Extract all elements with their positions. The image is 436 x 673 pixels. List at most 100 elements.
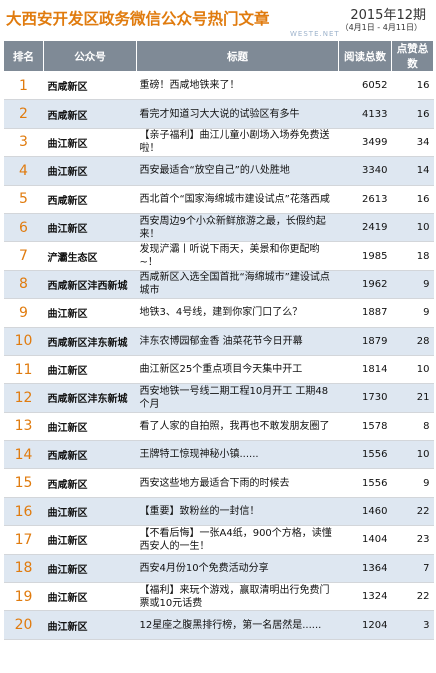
rank-cell: 10 — [3, 327, 44, 356]
table-row: 13 曲江新区 看了人家的自拍照，我再也不敢发朋友圈了 1578 8 — [3, 412, 434, 442]
reads-cell: 1460 — [338, 497, 392, 527]
rank-cell: 16 — [3, 497, 44, 527]
account-cell: 西咸新区 — [43, 71, 137, 101]
reads-cell: 1985 — [338, 241, 392, 271]
table-row: 10 西咸新区沣东新城 沣东农博园郁金香 油菜花节今日开幕 1879 28 — [3, 327, 434, 356]
table-row: 20 曲江新区 12星座之腹黑排行榜，第一名居然是...... 1204 3 — [3, 610, 434, 640]
table-row: 5 西咸新区 西北首个“国家海绵城市建设试点”花落西咸 2613 16 — [3, 185, 434, 214]
rank-cell: 15 — [3, 468, 44, 498]
account-cell: 西咸新区沣东新城 — [43, 327, 137, 356]
table-row: 15 西咸新区 西安这些地方最适合下雨的时候去 1556 9 — [3, 468, 434, 498]
rank-cell: 8 — [3, 270, 44, 300]
table-row: 19 曲江新区 【福利】来玩个游戏，赢取清明出行免费门票或10元话费 1324 22 — [3, 582, 434, 612]
likes-cell: 16 — [391, 71, 434, 101]
column-header-account: 公众号 — [43, 40, 137, 72]
table-header-row: 排名 公众号 标题 阅读总数 点赞总数 — [3, 40, 434, 72]
title-cell: 看了人家的自拍照，我再也不敢发朋友圈了 — [136, 412, 339, 442]
likes-cell: 22 — [391, 582, 434, 612]
account-cell: 西咸新区 — [43, 99, 137, 129]
reads-cell: 6052 — [338, 71, 392, 101]
reads-cell: 3499 — [338, 128, 392, 158]
account-cell: 西咸新区 — [43, 440, 137, 470]
likes-cell: 23 — [391, 525, 434, 555]
account-cell: 浐灞生态区 — [43, 241, 137, 271]
likes-cell: 16 — [391, 99, 434, 129]
reads-cell: 1556 — [338, 468, 392, 498]
rank-cell: 6 — [3, 213, 44, 243]
title-cell: 西咸新区入选全国首批“海绵城市”建设试点城市 — [136, 270, 339, 300]
account-cell: 曲江新区 — [43, 525, 137, 555]
reads-cell: 1814 — [338, 355, 392, 385]
table-row: 12 西咸新区沣东新城 西安地铁一号线二期工程10月开工 工期48个月 1730 21 — [3, 383, 434, 413]
likes-cell: 28 — [391, 327, 434, 356]
reads-cell: 1324 — [338, 582, 392, 612]
reads-cell: 1578 — [338, 412, 392, 442]
reads-cell: 1204 — [338, 610, 392, 640]
rank-cell: 7 — [3, 241, 44, 271]
title-cell: 地铁3、4号线，建到你家门口了么？ — [136, 298, 339, 328]
column-header-reads: 阅读总数 — [338, 40, 392, 72]
rank-cell: 5 — [3, 185, 44, 214]
title-cell: 曲江新区25个重点项目今天集中开工 — [136, 355, 339, 385]
account-cell: 西咸新区沣西新城 — [43, 270, 137, 300]
account-cell: 曲江新区 — [43, 582, 137, 612]
likes-cell: 16 — [391, 185, 434, 214]
column-header-rank: 排名 — [3, 40, 44, 72]
account-cell: 曲江新区 — [43, 213, 137, 243]
report-header: 大西安开发区政务微信公众号热门文章 2015年12期 （4月1日 - 4月11日… — [0, 0, 436, 38]
reads-cell: 1962 — [338, 270, 392, 300]
ranking-table: 排名 公众号 标题 阅读总数 点赞总数 1 西咸新区 重磅！西咸地铁来了！ 6052 1… — [3, 40, 434, 640]
rank-cell: 2 — [3, 99, 44, 129]
account-cell: 曲江新区 — [43, 497, 137, 527]
title-cell: 【重要】致粉丝的一封信！ — [136, 497, 339, 527]
reads-cell: 1404 — [338, 525, 392, 555]
rank-cell: 1 — [3, 71, 44, 101]
table-row: 14 西咸新区 王牌特工惊现神秘小镇...... 1556 10 — [3, 440, 434, 470]
title-cell: 西安周边9个小众新鲜旅游之最，长假约起来！ — [136, 213, 339, 243]
likes-cell: 9 — [391, 468, 434, 498]
reads-cell: 1364 — [338, 554, 392, 584]
account-cell: 曲江新区 — [43, 554, 137, 584]
title-cell: 西安这些地方最适合下雨的时候去 — [136, 468, 339, 498]
rank-cell: 19 — [3, 582, 44, 612]
table-row: 9 曲江新区 地铁3、4号线，建到你家门口了么？ 1887 9 — [3, 298, 434, 328]
account-cell: 西咸新区 — [43, 468, 137, 498]
title-cell: 【不看后悔】一张A4纸，900个方格，读懂西安人的一生！ — [136, 525, 339, 555]
table-row: 4 曲江新区 西安最适合“放空自己”的八处胜地 3340 14 — [3, 156, 434, 186]
rank-cell: 12 — [3, 383, 44, 413]
rank-cell: 13 — [3, 412, 44, 442]
account-cell: 曲江新区 — [43, 610, 137, 640]
likes-cell: 9 — [391, 270, 434, 300]
likes-cell: 9 — [391, 298, 434, 328]
rank-cell: 11 — [3, 355, 44, 385]
likes-cell: 10 — [391, 440, 434, 470]
table-row: 7 浐灞生态区 发现浐灞丨听说下雨天，美景和你更配哟~！ 1985 18 — [3, 241, 434, 271]
likes-cell: 3 — [391, 610, 434, 640]
reads-cell: 1730 — [338, 383, 392, 413]
account-cell: 西咸新区沣东新城 — [43, 383, 137, 413]
rank-cell: 14 — [3, 440, 44, 470]
column-header-title: 标题 — [136, 40, 339, 72]
rank-cell: 20 — [3, 610, 44, 640]
table-row: 3 曲江新区 【亲子福利】曲江儿童小剧场入场券免费送啦！ 3499 34 — [3, 128, 434, 158]
title-cell: 西北首个“国家海绵城市建设试点”花落西咸 — [136, 185, 339, 214]
likes-cell: 10 — [391, 355, 434, 385]
account-cell: 曲江新区 — [43, 128, 137, 158]
title-cell: 西安4月份10个免费活动分享 — [136, 554, 339, 584]
table-row: 2 西咸新区 看完才知道习大大说的试验区有多牛 4133 16 — [3, 99, 434, 129]
account-cell: 曲江新区 — [43, 298, 137, 328]
rank-cell: 17 — [3, 525, 44, 555]
likes-cell: 10 — [391, 213, 434, 243]
table-row: 8 西咸新区沣西新城 西咸新区入选全国首批“海绵城市”建设试点城市 1962 9 — [3, 270, 434, 300]
likes-cell: 8 — [391, 412, 434, 442]
table-body: 1 西咸新区 重磅！西咸地铁来了！ 6052 16 2 西咸新区 看完才知道习大大说的试验区有… — [3, 71, 434, 640]
title-cell: 【福利】来玩个游戏，赢取清明出行免费门票或10元话费 — [136, 582, 339, 612]
reads-cell: 4133 — [338, 99, 392, 129]
title-cell: 西安地铁一号线二期工程10月开工 工期48个月 — [136, 383, 339, 413]
reads-cell: 2613 — [338, 185, 392, 214]
table-row: 1 西咸新区 重磅！西咸地铁来了！ 6052 16 — [3, 71, 434, 101]
date-range: （4月1日 - 4月11日） — [340, 23, 422, 32]
account-cell: 曲江新区 — [43, 355, 137, 385]
likes-cell: 21 — [391, 383, 434, 413]
rank-cell: 18 — [3, 554, 44, 584]
